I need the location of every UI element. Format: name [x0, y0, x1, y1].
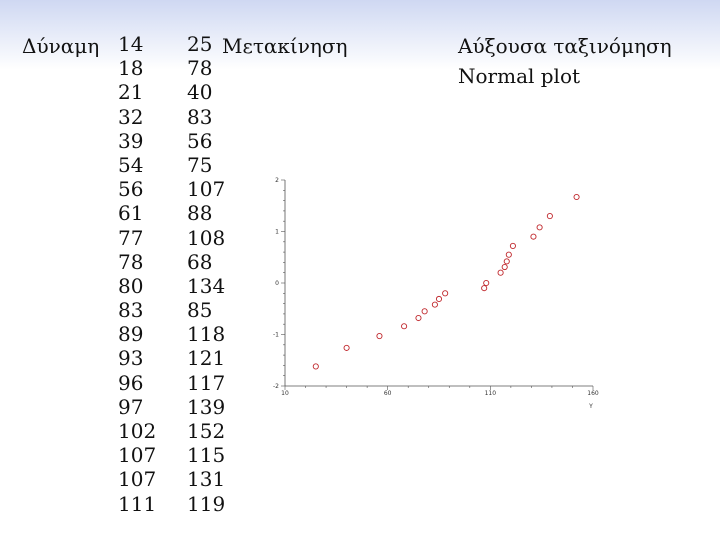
- data-point: [503, 258, 510, 265]
- metakinhsh-value: 139: [187, 394, 226, 419]
- data-point: [312, 363, 319, 370]
- metakinhsh-value: 40: [187, 80, 213, 105]
- dynamh-value: 80: [118, 273, 144, 298]
- data-point: [483, 279, 490, 287]
- dynamh-value: 78: [118, 249, 144, 274]
- data-point: [497, 269, 504, 276]
- data-point: [343, 344, 350, 351]
- dynamh-value: 89: [118, 322, 144, 347]
- metakinhsh-column: 25 78 40 83 56 75 107 88 108 68 134 85 118 121 117 139 1…: [187, 32, 225, 516]
- metakinhsh-value: 85: [187, 298, 213, 323]
- x-tick-label: 10: [281, 390, 289, 397]
- data-point: [442, 290, 449, 297]
- dynamh-value: 83: [118, 298, 144, 323]
- dynamh-value: 107: [118, 467, 157, 492]
- data-point: [546, 212, 553, 220]
- metakinhsh-value: 56: [187, 128, 213, 153]
- dynamh-value: 102: [118, 419, 157, 443]
- y-tick-label: 2: [275, 177, 279, 184]
- y-tick-label: 0: [275, 280, 279, 287]
- normal-plot-label: Normal plot: [458, 64, 581, 88]
- metakinhsh-value: 83: [187, 104, 213, 129]
- data-point: [435, 295, 443, 303]
- data-point: [501, 263, 508, 271]
- data-point: [401, 323, 408, 330]
- y-tick-label: -1: [273, 332, 279, 339]
- dynamh-value: 54: [118, 152, 144, 177]
- metakinhsh-value: 88: [187, 201, 213, 226]
- dynamh-value: 96: [118, 370, 144, 395]
- metakinhsh-value: 68: [187, 249, 213, 274]
- dynamh-value: 14: [118, 32, 144, 56]
- metakinhsh-value: 75: [187, 152, 213, 177]
- metakinhsh-value: 108: [187, 225, 226, 250]
- data-point: [376, 332, 383, 340]
- dynamh-label: Δύναμη: [22, 34, 100, 58]
- dynamh-value: 97: [118, 394, 144, 419]
- data-point: [415, 314, 422, 322]
- metakinhsh-value: 78: [187, 56, 213, 81]
- dynamh-value: 18: [118, 56, 144, 81]
- dynamh-value: 32: [118, 104, 144, 129]
- dynamh-value: 21: [118, 80, 144, 105]
- dynamh-value: 39: [118, 128, 144, 153]
- dynamh-value: 93: [118, 346, 144, 371]
- metakinhsh-value: 117: [187, 370, 226, 395]
- x-axis-label: Y: [588, 403, 593, 410]
- x-tick-label: 110: [485, 390, 497, 397]
- metakinhsh-value: 134: [187, 273, 226, 298]
- dynamh-value: 111: [118, 491, 157, 516]
- metakinhsh-value: 119: [187, 491, 226, 516]
- metakinhsh-value: 25: [187, 32, 213, 56]
- data-point: [505, 251, 512, 258]
- data-point: [481, 285, 488, 292]
- data-point: [536, 224, 543, 231]
- dynamh-value: 56: [118, 177, 144, 202]
- dynamh-value: 77: [118, 225, 144, 250]
- metakinhsh-value: 152: [187, 419, 226, 443]
- data-point: [573, 193, 580, 201]
- metakinhsh-value: 121: [187, 346, 226, 371]
- metakinhsh-value: 115: [187, 443, 226, 468]
- dynamh-value: 61: [118, 201, 144, 226]
- metakinhsh-label: Μετακίνηση: [222, 34, 348, 58]
- x-tick-label: 160: [587, 390, 599, 397]
- y-tick-label: 1: [275, 229, 279, 236]
- metakinhsh-value: 107: [187, 177, 226, 202]
- metakinhsh-value: 131: [187, 467, 226, 492]
- data-point: [431, 301, 438, 308]
- y-tick-label: -2: [273, 383, 279, 390]
- dynamh-value: 107: [118, 443, 157, 468]
- x-tick-label: 60: [384, 390, 392, 397]
- data-point: [530, 233, 537, 240]
- data-point: [509, 242, 516, 249]
- sorting-label: Αύξουσα ταξινόμηση: [458, 34, 672, 58]
- metakinhsh-value: 118: [187, 322, 226, 347]
- data-point: [421, 308, 428, 315]
- dynamh-column: 14 18 21 32 39 54 56 61 77 78 80 83 89 93 96 97 102 107 10…: [118, 32, 156, 516]
